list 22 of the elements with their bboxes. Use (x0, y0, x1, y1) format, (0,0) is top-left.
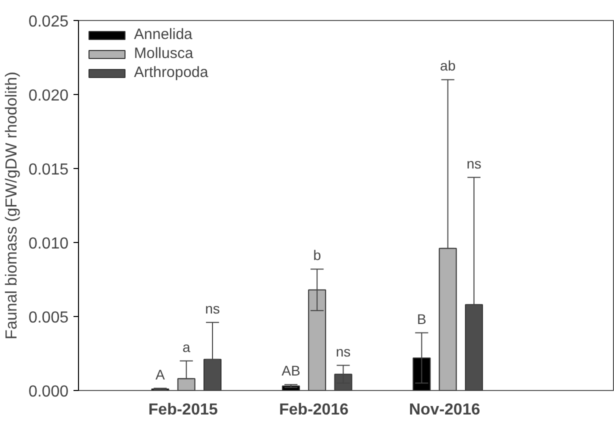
y-tick-label: 0.000 (28, 384, 69, 400)
annotation: B (417, 310, 426, 327)
x-tick-label: Feb-2015 (148, 402, 218, 418)
y-tick-label: 0.015 (28, 162, 69, 178)
x-tick-label: Nov-2016 (408, 402, 480, 418)
annotation: ns (336, 343, 351, 360)
y-tick-label: 0.005 (28, 310, 69, 326)
legend-label: Annelida (134, 26, 192, 43)
annotation: b (313, 247, 322, 264)
y-axis-title: Faunal biomass (gFW/gDW rhodolith) (3, 72, 20, 340)
annotation: ns (466, 155, 482, 172)
annotation: A (156, 366, 166, 382)
y-tick-label: 0.010 (28, 236, 69, 252)
y-tick-label: 0.020 (28, 88, 69, 104)
legend-label: Mollusca (134, 45, 194, 62)
annotation: ns (205, 300, 220, 316)
y-tick-label: 0.025 (28, 14, 69, 30)
annotation: ab (440, 58, 456, 74)
annotation: a (182, 338, 190, 355)
x-tick-label: Feb-2016 (279, 402, 349, 418)
annotation: AB (282, 362, 300, 379)
legend-label: Arthropoda (134, 64, 208, 81)
